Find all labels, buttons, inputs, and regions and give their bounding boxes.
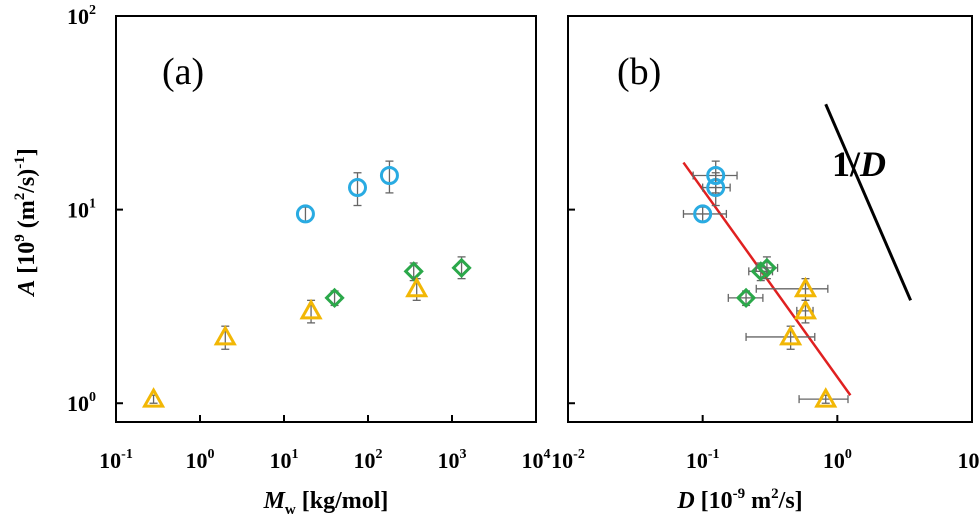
circle-marker xyxy=(379,166,399,186)
data-point-circle xyxy=(379,160,399,194)
x-tick-label: 100 xyxy=(823,447,852,473)
data-point-triangle xyxy=(141,387,166,408)
data-point-triangle xyxy=(793,298,818,324)
data-point-triangle xyxy=(798,387,849,408)
y-axis-label: A [109 (m2/s)-1] xyxy=(12,148,40,298)
panel-b-ticks: 10-2 10-1 100 101 xyxy=(551,208,980,473)
circle-marker xyxy=(706,166,726,186)
triangle-marker xyxy=(793,276,818,298)
data-point-triangle xyxy=(745,324,816,350)
panel-b: (b) 10-2 10-1 100 101 D [10-9 m2/s] 1/D xyxy=(551,15,980,514)
x-tick-label: 103 xyxy=(438,447,467,473)
x-tick-label: 10-1 xyxy=(99,447,133,473)
x-tick-label: 102 xyxy=(354,447,383,473)
data-point-diamond xyxy=(451,256,472,280)
triangle-marker xyxy=(299,298,323,320)
triangle-marker xyxy=(405,276,429,298)
slope-guide-label: 1/D xyxy=(832,144,886,184)
diamond-marker xyxy=(735,287,757,309)
triangle-marker xyxy=(779,324,803,346)
panel-a-frame xyxy=(115,15,537,423)
panel-a-x-axis-label: Mw [kg/mol] xyxy=(263,488,389,518)
panel-b-label: (b) xyxy=(617,51,661,93)
panel-a: (a) 10-1 100 101 102 103 104 100 101 102 Mw [kg/… xyxy=(67,3,551,518)
circle-marker xyxy=(348,178,368,198)
diamond-marker xyxy=(451,257,472,279)
slope-guide-line xyxy=(824,103,912,301)
diamond-marker xyxy=(750,261,771,282)
data-point-diamond xyxy=(403,261,424,282)
triangle-marker xyxy=(793,298,818,320)
triangle-marker xyxy=(213,324,237,346)
circle-marker xyxy=(295,204,315,224)
panel-a-ticks: 10-1 100 101 102 103 104 100 101 102 xyxy=(67,3,551,473)
data-point-circle xyxy=(348,172,368,207)
data-point-triangle xyxy=(213,324,237,350)
y-tick-label: 101 xyxy=(67,197,96,223)
x-tick-label: 10-1 xyxy=(686,447,720,473)
triangle-marker xyxy=(814,387,838,408)
panel-b-data xyxy=(682,103,912,408)
data-point-diamond xyxy=(727,287,764,309)
diamond-marker xyxy=(756,257,778,279)
data-point-circle xyxy=(692,160,738,194)
data-point-triangle xyxy=(299,298,323,324)
x-tick-label: 104 xyxy=(522,447,551,473)
data-point-triangle xyxy=(405,276,429,301)
data-point-diamond xyxy=(755,256,779,280)
panel-a-data xyxy=(141,160,472,408)
diamond-marker xyxy=(403,261,424,282)
y-tick-label: 102 xyxy=(67,3,96,29)
y-tick-label: 100 xyxy=(67,390,96,416)
triangle-marker xyxy=(141,387,166,408)
x-tick-label: 10-2 xyxy=(551,447,585,473)
panel-b-frame xyxy=(567,15,973,423)
diamond-marker xyxy=(324,287,345,309)
panel-a-label: (a) xyxy=(162,51,204,93)
x-tick-label: 101 xyxy=(270,447,299,473)
data-point-diamond xyxy=(324,287,345,309)
circle-marker xyxy=(693,204,713,224)
data-point-circle xyxy=(682,204,728,224)
x-tick-label: 101 xyxy=(958,447,980,473)
panel-b-x-axis-label: D [10-9 m2/s] xyxy=(676,486,802,514)
data-point-circle xyxy=(295,204,315,224)
data-point-triangle xyxy=(755,276,829,301)
x-tick-label: 100 xyxy=(186,447,215,473)
